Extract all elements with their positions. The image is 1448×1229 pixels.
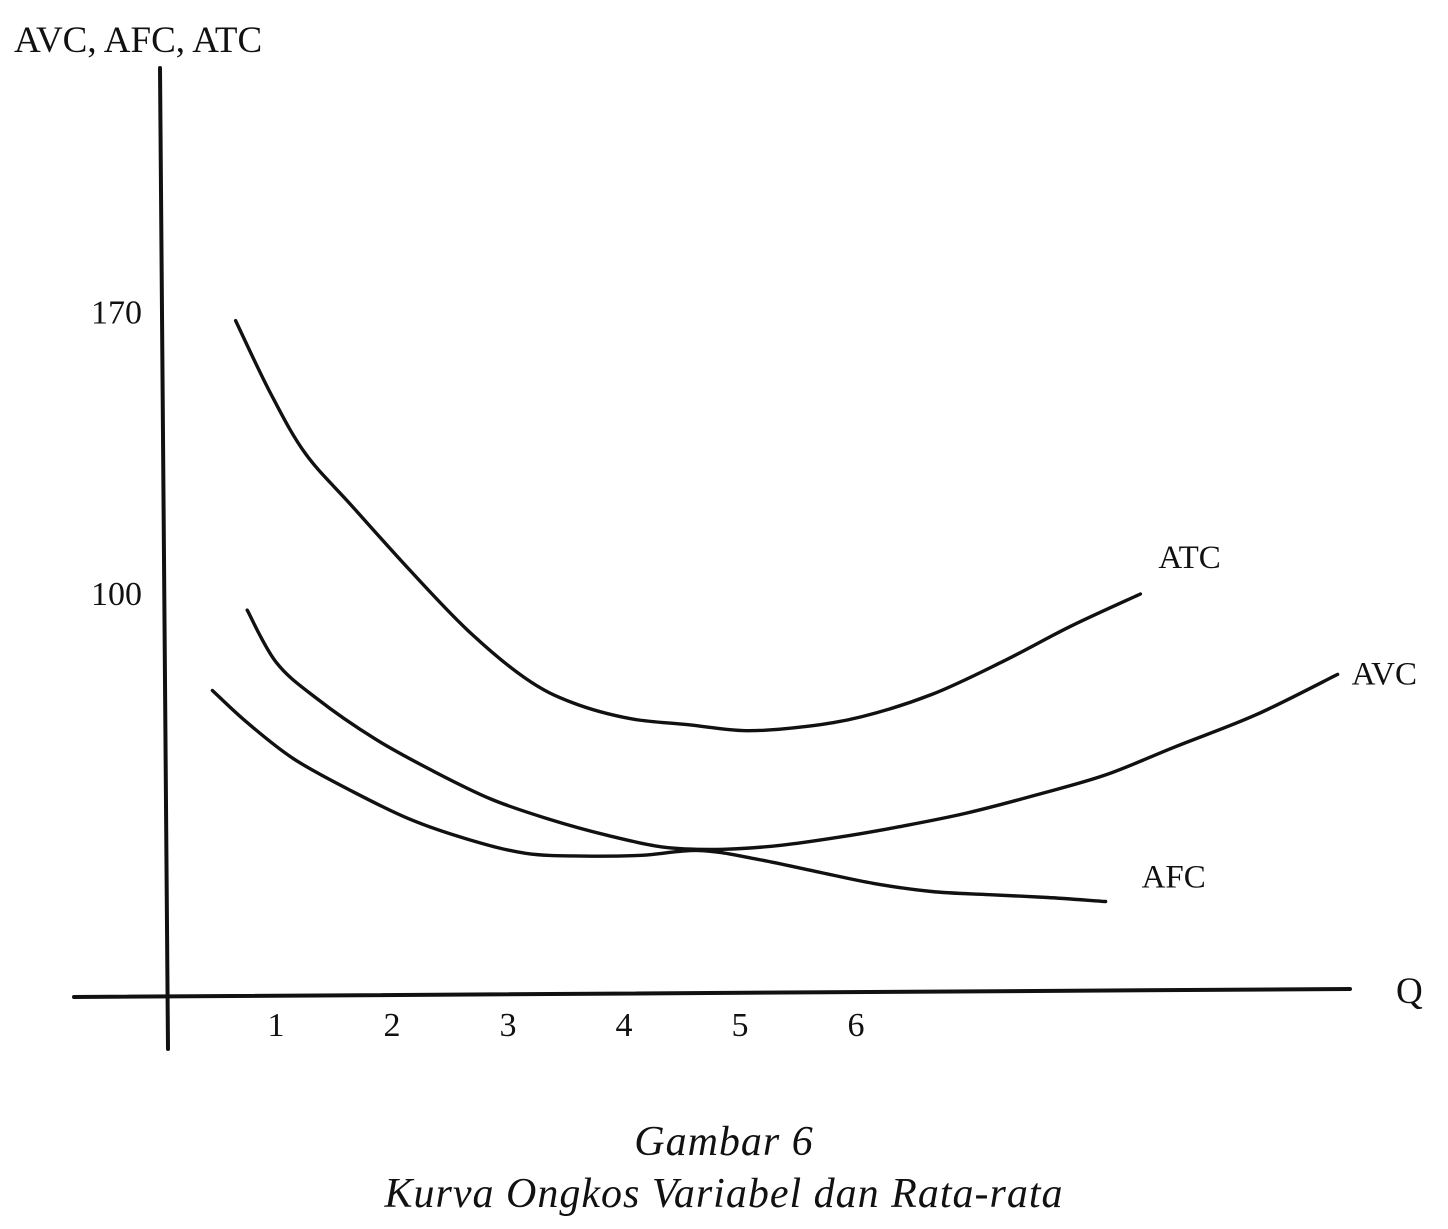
y-axis-title: AVC, AFC, ATC	[14, 20, 262, 61]
x-tick-label: 4	[616, 1007, 633, 1044]
avc-curve	[245, 608, 1340, 852]
y-axis	[158, 66, 170, 1051]
x-tick-label: 5	[732, 1007, 749, 1044]
x-axis-title: Q	[1396, 971, 1423, 1012]
y-tick-label-100: 100	[91, 576, 142, 613]
x-axis	[72, 987, 1352, 999]
x-tick-label: 3	[500, 1007, 517, 1044]
x-tick-label: 1	[268, 1007, 285, 1044]
y-tick-label-170: 170	[91, 295, 142, 332]
avc-label: AVC	[1352, 656, 1417, 692]
figure-title: Kurva Ongkos Variabel dan Rata-rata	[384, 1171, 1064, 1217]
x-tick-label: 6	[848, 1007, 865, 1044]
x-tick-label: 2	[384, 1007, 401, 1044]
figure-number: Gambar 6	[634, 1119, 814, 1165]
atc-label: ATC	[1158, 540, 1220, 576]
afc-curve	[210, 688, 1108, 904]
afc-label: AFC	[1142, 860, 1206, 896]
atc-curve	[233, 318, 1143, 733]
